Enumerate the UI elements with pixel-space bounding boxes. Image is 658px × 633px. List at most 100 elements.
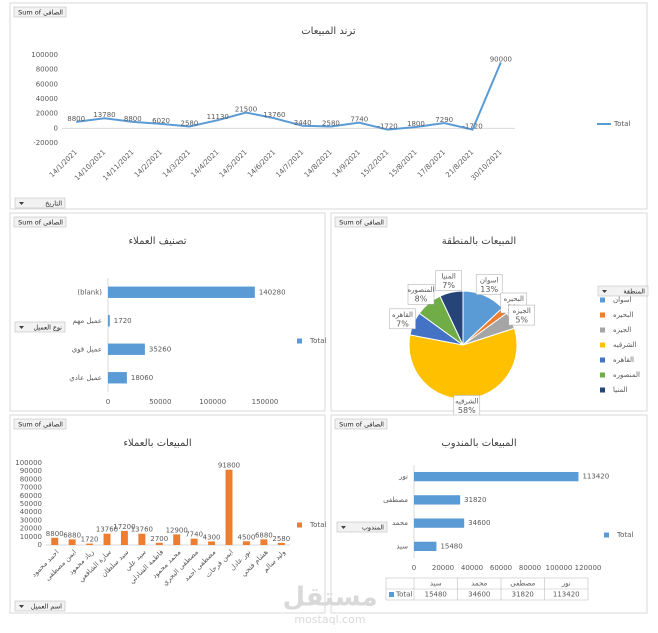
bar [277, 542, 285, 545]
data-label: 13780 [93, 111, 115, 119]
data-label: 7740 [350, 116, 368, 124]
data-label: 2700 [150, 535, 168, 543]
field-button[interactable] [14, 600, 66, 612]
y-tick-label: 40000 [36, 95, 58, 103]
panel [330, 414, 648, 614]
chart-title: ترند المبيعات [301, 26, 356, 37]
x-tick-label: 50000 [149, 398, 171, 406]
field-button[interactable] [13, 216, 67, 228]
legend-swatch [297, 338, 302, 344]
table-header: سيد [430, 580, 442, 588]
legend-label: المنيا [613, 386, 628, 394]
bar [51, 537, 59, 545]
data-label: 35260 [149, 345, 171, 353]
y-tick-label: (blank) [77, 288, 102, 296]
legend-label: القاهره [613, 356, 634, 364]
pie-slice [439, 290, 464, 346]
data-label: 1800 [407, 120, 425, 128]
bar [68, 539, 76, 545]
field-button[interactable] [13, 6, 67, 18]
bar [414, 495, 461, 505]
field-button-label: Sum of الصافى [18, 219, 63, 227]
panel [9, 2, 648, 210]
table-value: 34600 [468, 591, 490, 599]
field-button[interactable] [14, 321, 66, 333]
data-label: 11130 [207, 113, 229, 121]
data-label: 91800 [218, 462, 240, 470]
data-label: 7740 [185, 531, 203, 539]
table-legend-key [389, 592, 394, 597]
legend-label: Total [613, 120, 630, 128]
legend-swatch [600, 312, 605, 318]
x-tick-label: 100000 [546, 564, 573, 572]
callout-category: الجيزه [513, 307, 531, 315]
watermark-site: mostaql.com [294, 613, 365, 626]
bar [108, 315, 110, 327]
data-label: 6880 [255, 531, 273, 539]
table-value: 113420 [553, 591, 580, 599]
data-label: 7290 [435, 116, 453, 124]
data-label: 34600 [468, 519, 490, 527]
callout-category: القاهره [392, 311, 413, 319]
chart-title: المبيعات بالمنطقة [442, 236, 516, 247]
legend-swatch [297, 522, 302, 528]
bar [155, 542, 163, 545]
bar [103, 533, 111, 545]
callout-value: 7% [442, 281, 455, 290]
data-label: 4300 [203, 533, 221, 541]
field-button[interactable] [597, 285, 649, 297]
chart-title: المبيعات بالعملاء [123, 438, 191, 449]
x-tick-label: 0 [106, 398, 110, 406]
y-tick-label: عميل عادي [69, 374, 102, 382]
field-button[interactable] [13, 418, 67, 430]
legend-label: الشرقيه [613, 341, 636, 349]
y-tick-label: نور [398, 473, 408, 481]
series-line [76, 61, 502, 131]
panel [9, 212, 326, 412]
callout-box [475, 274, 503, 295]
field-button-label: Sum of الصافى [339, 421, 384, 429]
dropdown-arrow [602, 290, 607, 293]
table-header: نور [561, 580, 571, 588]
data-label: 13760 [131, 526, 153, 534]
legend-swatch [600, 297, 605, 303]
y-tick-label: عميل قوي [72, 345, 102, 353]
x-tick-label: 60000 [490, 564, 512, 572]
callout-value: 8% [415, 295, 428, 304]
data-label: 6020 [152, 117, 170, 125]
bar [108, 372, 127, 384]
bar [260, 539, 268, 545]
bar [190, 538, 198, 545]
data-label: 31820 [464, 496, 486, 504]
field-button-label: التاريخ [45, 200, 62, 208]
y-tick-label: 10000 [20, 533, 42, 541]
field-button[interactable] [336, 521, 388, 533]
callout-category: البحيره [504, 295, 524, 303]
bar [225, 469, 233, 545]
bar [108, 343, 145, 355]
y-tick-label: 70000 [20, 484, 42, 492]
field-button[interactable] [14, 197, 66, 209]
chart-title: تصنيف العملاء [128, 236, 186, 247]
table-value: 31820 [512, 591, 534, 599]
y-tick-label: 40000 [20, 508, 42, 516]
y-tick-label: 60000 [20, 492, 42, 500]
data-label: 2580 [322, 119, 340, 127]
bar [138, 533, 146, 545]
legend-swatch [600, 357, 605, 363]
y-tick-label: عميل مهم [73, 317, 103, 325]
legend-label: Total [309, 337, 326, 345]
y-tick-label: 30000 [20, 516, 42, 524]
field-button[interactable] [334, 216, 388, 228]
bar [120, 530, 128, 545]
y-tick-label: 100000 [15, 459, 42, 467]
table-header: محمد [471, 580, 487, 588]
x-tick-label: 0 [412, 564, 416, 572]
data-label: 113420 [582, 473, 609, 481]
chart-title: المبيعات بالمندوب [441, 438, 516, 449]
table-row-label: Total [395, 591, 412, 599]
callout-category: المنيا [441, 273, 456, 281]
data-label: 12900 [166, 526, 188, 534]
field-button[interactable] [334, 418, 388, 430]
